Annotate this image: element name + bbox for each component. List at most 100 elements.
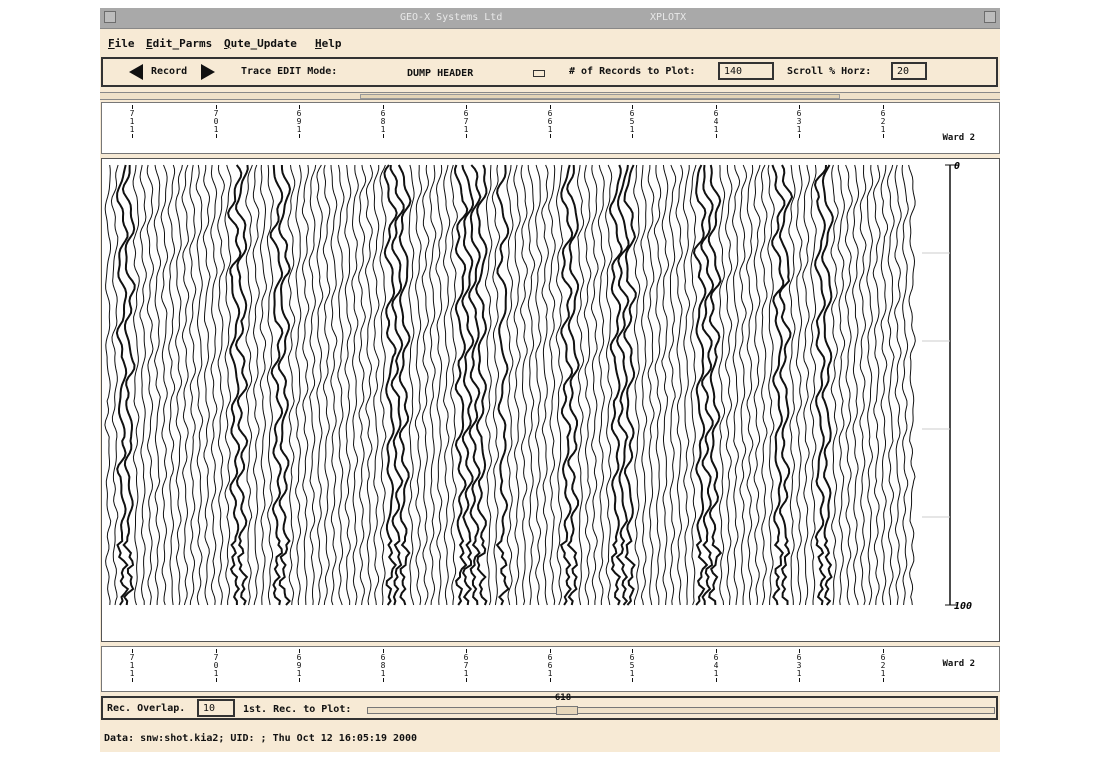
header-bottom-tick-mark: [631, 678, 633, 682]
seismic-trace: [901, 164, 909, 606]
header-bottom-tick-mark: [215, 678, 217, 682]
header-bottom-tick-mark: [215, 649, 217, 653]
header-bottom-tick-digit: 1: [296, 669, 302, 678]
seismic-trace: [675, 164, 684, 606]
header-bottom-tick-digit: 1: [213, 669, 219, 678]
header-bottom-tick-digit: 1: [547, 669, 553, 678]
seismic-trace: [330, 164, 338, 606]
seismic-trace: [858, 165, 867, 606]
header-top-tick-digit: 6: [463, 109, 469, 118]
seismic-trace-plot[interactable]: 0 100: [101, 158, 1000, 642]
seismic-trace: [689, 164, 698, 606]
menu-file[interactable]: File: [108, 37, 135, 50]
title-bar[interactable]: GEO-X Systems Ltd XPLOTX: [100, 8, 1000, 29]
records-to-plot-label: # of Records to Plot:: [569, 66, 696, 77]
seismic-trace: [738, 164, 748, 605]
seismic-trace: [653, 164, 662, 606]
record-next-button[interactable]: [201, 64, 215, 80]
records-to-plot-input[interactable]: 140: [718, 62, 774, 80]
bottom-controls: Rec. Overlap. 10 1st. Rec. to Plot: 618: [101, 693, 998, 720]
menu-help[interactable]: Help: [315, 37, 342, 50]
horizontal-scrollbar-thumb[interactable]: [360, 94, 840, 99]
trace-edit-mode-select[interactable]: DUMP HEADER: [407, 68, 474, 79]
header-bottom-tick-digit: 1: [463, 669, 469, 678]
header-bottom-tick-digit: 1: [129, 669, 135, 678]
record-prev-button[interactable]: [129, 64, 143, 80]
seismic-trace: [181, 164, 190, 606]
header-top-tick-digit: 7: [213, 109, 219, 118]
seismic-trace: [308, 164, 317, 606]
header-bottom-tick-mark: [382, 678, 384, 682]
seismic-trace: [383, 164, 398, 606]
trace-edit-mode-dropdown-icon[interactable]: [533, 70, 545, 77]
header-bottom-tick-digit: 1: [880, 669, 886, 678]
first-rec-slider-thumb[interactable]: [555, 706, 578, 715]
seismic-trace: [837, 165, 846, 606]
menu-qute-update[interactable]: Qute_Update: [224, 37, 297, 50]
header-bottom-tick-digit: 1: [629, 669, 635, 678]
seismic-trace: [534, 164, 543, 606]
seismic-trace: [872, 164, 881, 606]
header-top-tick-mark: [382, 134, 384, 138]
seismic-trace: [640, 164, 648, 606]
seismic-trace: [217, 164, 225, 606]
header-top-tick-digit: 1: [629, 125, 635, 134]
header-bottom-tick-digit: 5: [629, 661, 635, 670]
seismic-trace: [189, 164, 197, 606]
header-bottom-tick-digit: 6: [880, 653, 886, 662]
seismic-trace: [724, 165, 733, 606]
header-bottom-tick-mark: [715, 678, 717, 682]
seismic-trace: [760, 164, 768, 606]
menu-edit-parms-label: dit_Parms: [152, 37, 213, 50]
seismic-trace: [548, 164, 556, 606]
header-top-tick-mark: [215, 134, 217, 138]
seismic-trace: [513, 164, 521, 606]
seismic-trace: [583, 164, 592, 606]
seismic-trace: [316, 164, 324, 606]
window-maximize-icon[interactable]: [984, 11, 996, 23]
status-text: Data: snw:shot.kia2; UID: ; Thu Oct 12 1…: [104, 733, 418, 744]
record-label: Record: [151, 66, 188, 77]
header-bottom-tick-mark: [298, 649, 300, 653]
seismic-trace: [421, 164, 430, 606]
header-top-tick-digit: 1: [796, 125, 802, 134]
header-top-tick-digit: 1: [296, 125, 302, 134]
seismic-trace: [227, 164, 243, 605]
header-top-tick-digit: 1: [547, 125, 553, 134]
seismic-trace: [576, 164, 585, 606]
trace-plot-svg: 0 100: [104, 161, 972, 612]
horizontal-scrollbar[interactable]: [100, 92, 1000, 100]
seismic-trace: [795, 164, 803, 606]
rec-overlap-input[interactable]: 10: [197, 699, 235, 717]
header-bottom-tick-mark: [465, 649, 467, 653]
header-top-tick-mark: [882, 105, 884, 109]
window-menu-icon[interactable]: [104, 11, 116, 23]
header-bottom-tick-mark: [465, 678, 467, 682]
seismic-trace: [597, 164, 606, 606]
header-top-tick-mark: [298, 134, 300, 138]
header-bottom-tick-digit: 2: [880, 661, 886, 670]
seismic-trace: [295, 164, 302, 606]
menu-help-label: elp: [321, 37, 342, 50]
seismic-trace: [495, 164, 510, 606]
seismic-trace: [866, 164, 874, 606]
seismic-trace: [397, 164, 412, 606]
header-bottom-tick-digit: 7: [129, 653, 135, 662]
header-top-tick-mark: [715, 105, 717, 109]
seismic-trace: [555, 164, 564, 606]
seismic-trace: [115, 164, 130, 606]
seismic-trace: [778, 164, 794, 605]
header-top-tick-digit: 1: [129, 117, 135, 126]
header-bottom-tick-mark: [631, 649, 633, 653]
header-top-tick-mark: [549, 105, 551, 109]
first-rec-slider[interactable]: [367, 706, 995, 715]
menu-edit-parms[interactable]: Edit_Parms: [146, 37, 212, 50]
scroll-horz-input[interactable]: 20: [891, 62, 927, 80]
header-top-tick-digit: 6: [296, 109, 302, 118]
header-bottom-tick-digit: 6: [296, 653, 302, 662]
seismic-trace: [661, 164, 670, 606]
